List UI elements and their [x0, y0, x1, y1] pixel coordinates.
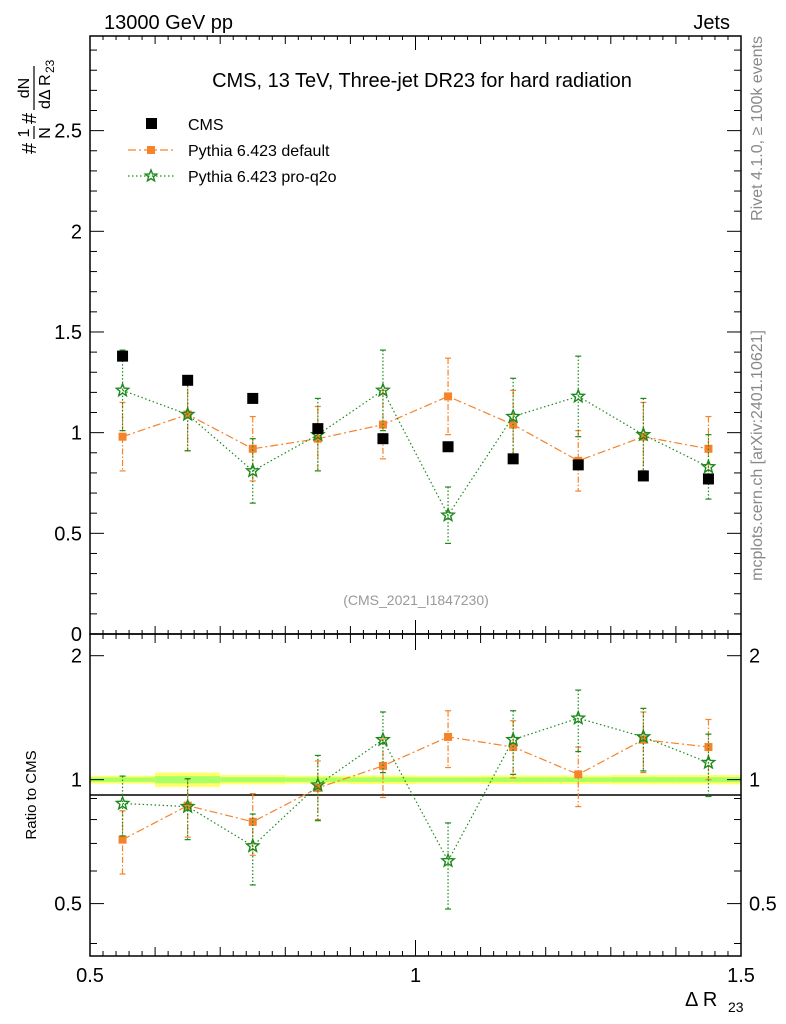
ylabel-one: 1	[16, 128, 33, 137]
analysis-label: (CMS_2021_I1847230)	[343, 592, 489, 608]
legend-entry-cms: CMS	[146, 117, 224, 134]
legend-label-cms: CMS	[188, 117, 224, 134]
main-point-cms-9	[702, 473, 714, 485]
main-ytick-label-0: 0	[71, 624, 82, 646]
main-point-pythia-6-423-pro-q2o-1	[179, 406, 196, 422]
ratio-point-pythia-6-423-pro-q2o-5	[440, 852, 457, 868]
ratio-band-inner-6	[480, 777, 546, 782]
ratio-point-pythia-6-423-pro-q2o-1	[179, 798, 196, 814]
ylabel-hash-1: #	[19, 142, 41, 154]
ratio-point-pythia-6-423-pro-q2o-8	[635, 728, 652, 744]
ratio-point-pythia-6-423-pro-q2o-2	[244, 837, 261, 853]
ratio-point-pythia-6-423-default-9	[704, 743, 713, 752]
ylabel-dR: dΔ R	[37, 74, 54, 109]
ratio-point-pythia-6-423-pro-q2o-3	[309, 776, 326, 792]
main-point-pythia-6-423-default-3	[313, 434, 322, 443]
legend-label-pythia-default: Pythia 6.423 default	[188, 143, 330, 160]
legend-entry-pythia-default: Pythia 6.423 default	[128, 143, 330, 160]
x-axis-label-sub: 23	[728, 999, 744, 1015]
main-point-cms-7	[572, 459, 584, 471]
ratio-band-inner-2	[220, 777, 286, 783]
ylabel-dN: dN	[16, 78, 33, 98]
ratio-point-pythia-6-423-default-0	[118, 835, 127, 844]
ratio-ylabel: Ratio to CMS	[23, 750, 40, 839]
main-point-cms-2	[247, 392, 259, 404]
main-point-pythia-6-423-pro-q2o-9	[700, 458, 717, 474]
ratio-ytick-label-left-1: 1	[71, 770, 82, 792]
legend-label-pythia-proq2o: Pythia 6.423 pro-q2o	[188, 169, 337, 186]
main-line-pythia-6-423-pro-q2o	[122, 389, 709, 517]
main-panel: 0 0.5 1 1.5 2 2.5 CMS, 13 TeV, Three-jet DR23…	[16, 35, 742, 646]
ratio-point-pythia-6-423-default-1	[183, 801, 192, 810]
main-point-pythia-6-423-default-0	[118, 432, 127, 441]
main-point-pythia-6-423-pro-q2o-7	[570, 387, 587, 404]
ylabel-N: N	[37, 127, 54, 139]
ratio-line-pythia-6-423-pro-q2o	[122, 717, 709, 863]
main-point-cms-8	[637, 470, 649, 482]
ratio-line-pythia-6-423-default	[122, 736, 709, 841]
ratio-band-inner-5	[415, 777, 481, 782]
ylabel-hash-2: #	[19, 112, 41, 124]
main-point-cms-3	[312, 423, 324, 435]
main-line-pythia-6-423-default	[122, 395, 709, 462]
legend-marker-pythia-proq2o	[143, 168, 159, 183]
rivet-label: Rivet 4.1.0, ≥ 100k events	[749, 36, 766, 221]
legend: CMS Pythia 6.423 default Pythia 6.423 pr…	[128, 117, 337, 186]
ratio-series-layer	[114, 689, 717, 910]
main-ylabel: # 1 N # dN dΔ R 23	[16, 59, 57, 154]
x-axis-label: Δ R 23	[685, 989, 744, 1015]
legend-entry-pythia-proq2o: Pythia 6.423 pro-q2o	[128, 168, 337, 186]
ratio-point-pythia-6-423-pro-q2o-9	[700, 754, 717, 770]
ratio-panel: 0.5 0.5 1 1 2 2 0.5 1 1.5 Ratio to CMS Δ R 23	[23, 633, 777, 1015]
ratio-ytick-label-right-1: 1	[749, 770, 760, 792]
main-ticks-layer: 0 0.5 1 1.5 2 2.5	[54, 36, 742, 646]
main-point-pythia-6-423-default-5	[444, 392, 453, 401]
main-point-pythia-6-423-pro-q2o-6	[505, 408, 522, 424]
main-ytick-label-4: 2	[71, 221, 82, 243]
ratio-point-pythia-6-423-default-5	[444, 732, 453, 741]
main-point-pythia-6-423-pro-q2o-0	[114, 381, 131, 398]
ratio-point-pythia-6-423-pro-q2o-0	[114, 795, 131, 811]
main-point-cms-0	[117, 350, 129, 362]
main-point-cms-1	[182, 374, 194, 386]
x-tick-label-0: 0.5	[76, 965, 104, 987]
main-point-cms-6	[507, 453, 519, 465]
ratio-point-pythia-6-423-pro-q2o-6	[505, 731, 522, 747]
x-tick-label-1: 1	[410, 965, 421, 987]
ratio-ytick-label-right-0: 0.5	[749, 894, 777, 916]
ratio-point-pythia-6-423-pro-q2o-4	[374, 731, 391, 747]
main-ytick-label-1: 0.5	[54, 523, 82, 545]
main-point-pythia-6-423-default-2	[248, 444, 257, 453]
ratio-ticks-layer: 0.5 0.5 1 1 2 2 0.5 1 1.5	[54, 634, 777, 987]
energy-label: 13000 GeV pp	[104, 12, 233, 34]
category-label: Jets	[693, 12, 730, 34]
ratio-point-pythia-6-423-default-7	[574, 770, 583, 779]
main-point-cms-4	[377, 433, 389, 445]
main-series-layer	[114, 349, 717, 544]
x-tick-label-2: 1.5	[727, 965, 755, 987]
main-point-pythia-6-423-pro-q2o-4	[374, 381, 391, 398]
main-ytick-label-5: 2.5	[54, 121, 82, 143]
main-ytick-label-3: 1.5	[54, 322, 82, 344]
ratio-ytick-label-right-2: 2	[749, 646, 760, 668]
ylabel-sub: 23	[43, 59, 57, 73]
ratio-band-inner-7	[545, 777, 611, 782]
main-point-pythia-6-423-pro-q2o-5	[440, 506, 457, 523]
mcplots-label: mcplots.cern.ch [arXiv:2401.10621]	[749, 330, 766, 581]
ratio-point-pythia-6-423-pro-q2o-7	[570, 709, 587, 726]
main-point-cms-5	[442, 441, 454, 453]
legend-marker-pythia-default	[147, 146, 155, 154]
ratio-ytick-label-left-0: 0.5	[54, 894, 82, 916]
legend-marker-cms	[146, 118, 157, 129]
main-title: CMS, 13 TeV, Three-jet DR23 for hard rad…	[212, 70, 632, 92]
main-ytick-label-2: 1	[71, 423, 82, 445]
ratio-ytick-label-left-2: 2	[71, 646, 82, 668]
main-point-pythia-6-423-pro-q2o-2	[244, 462, 261, 478]
ratio-band-inner-8	[610, 777, 676, 783]
ratio-plot-frame	[89, 633, 742, 957]
ratio-band-inner-4	[350, 777, 416, 782]
main-point-pythia-6-423-pro-q2o-8	[635, 426, 652, 442]
x-axis-label-main: Δ R	[685, 989, 717, 1011]
